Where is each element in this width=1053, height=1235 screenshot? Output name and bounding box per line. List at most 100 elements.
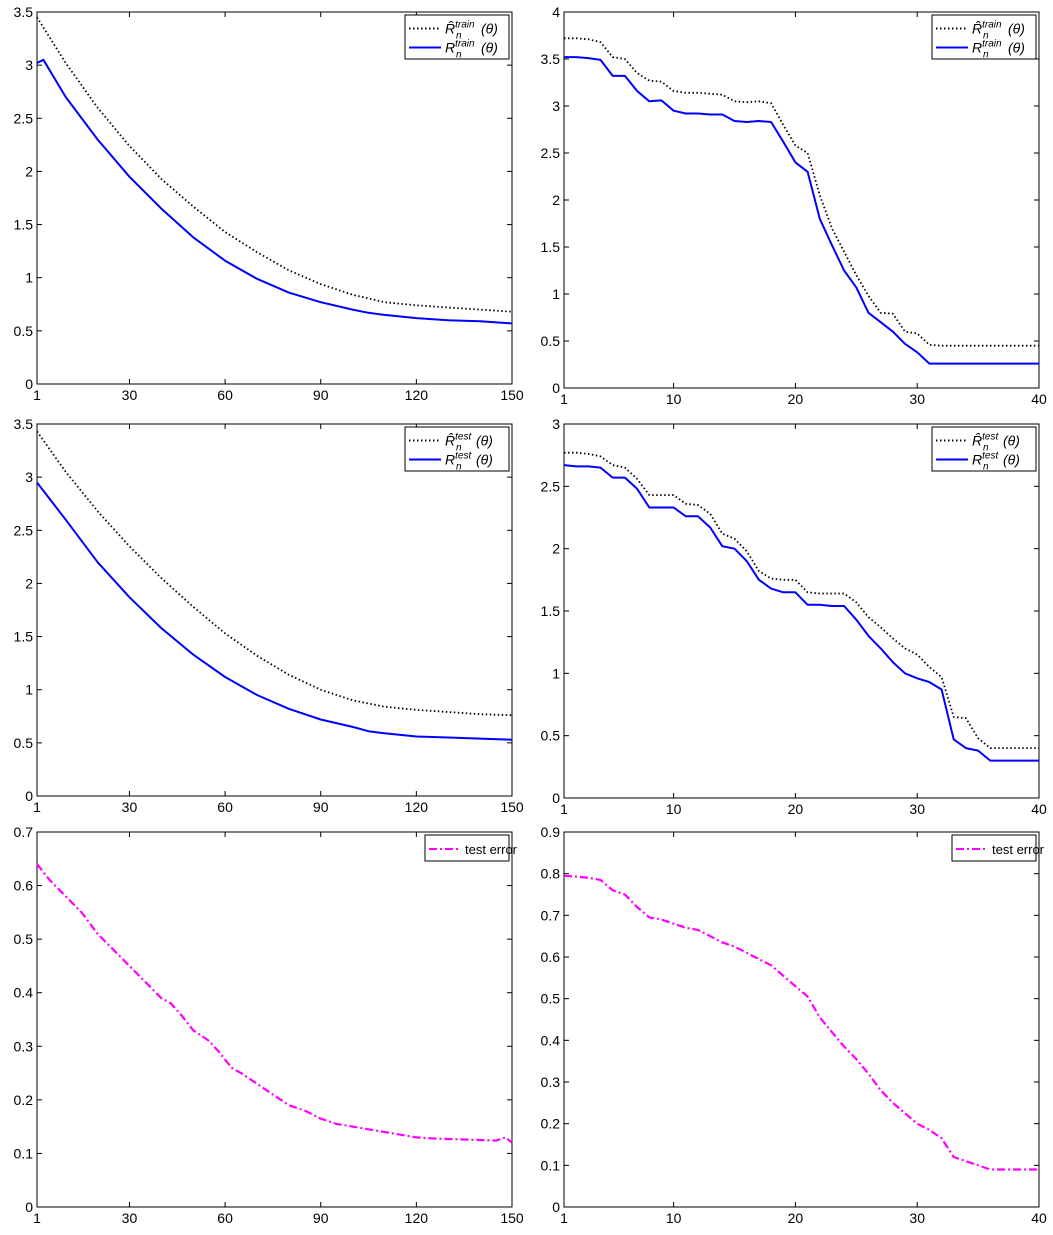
x-tick-label: 60	[217, 387, 233, 403]
x-tick-label: 40	[1031, 391, 1047, 407]
legend-box	[951, 834, 1037, 862]
y-tick-label: 0.1	[541, 1157, 561, 1173]
y-tick-label: 3	[25, 57, 33, 73]
series-line	[564, 56, 1039, 365]
x-tick-label: 10	[666, 1210, 682, 1226]
series-line	[36, 58, 513, 325]
y-tick-label: 1	[25, 270, 33, 286]
y-tick-label: 1	[552, 286, 560, 302]
legend-label: Rtest n (θ)	[445, 451, 493, 473]
y-tick-label: 2	[552, 541, 560, 557]
x-tick-label: 40	[1031, 1210, 1047, 1226]
x-tick-label: 1	[560, 391, 568, 407]
legend-label: R̂train n (θ)	[972, 20, 1025, 42]
y-tick-label: 0.5	[14, 735, 34, 751]
x-tick-label: 150	[500, 799, 524, 815]
chart-panel-middle-right: 1 10 20 30 40 0 0.5 1 1.5 2 2.5 3 R̂test n (θ)Rtest n (θ…	[541, 416, 1047, 817]
x-tick-label: 20	[788, 1210, 804, 1226]
x-tick-label: 30	[909, 391, 925, 407]
series-line	[564, 37, 1039, 347]
legend-label: R̂train n (θ)	[445, 20, 498, 42]
y-tick-label: 0	[25, 1199, 33, 1215]
plot-frame	[563, 423, 1040, 799]
x-tick-label: 1	[33, 1210, 41, 1226]
legend-label: Rtrain n (θ)	[972, 39, 1025, 61]
x-tick-label: 20	[788, 391, 804, 407]
chart-panel-top-left: 1 30 60 90 120 150 0 0.5 1 1.5 2 2.5 3 3.5 R̂train n (θ)…	[14, 4, 524, 403]
chart-panel-bottom-right: 1 10 20 30 40 0 0.1 0.2 0.3 0.4 0.5 0.6 0.7 0.8 0.9 tes…	[541, 824, 1047, 1226]
y-tick-label: 4	[552, 4, 560, 20]
legend-label: R̂test n (θ)	[972, 432, 1020, 454]
y-tick-label: 2.5	[14, 522, 34, 538]
series-line	[36, 863, 513, 1144]
x-tick-label: 120	[405, 1210, 429, 1226]
y-tick-label: 2.5	[14, 110, 34, 126]
legend-box	[931, 14, 1037, 60]
legend-box	[424, 834, 510, 862]
y-tick-label: 1	[552, 665, 560, 681]
x-tick-label: 30	[122, 387, 138, 403]
y-tick-label: 0.7	[541, 907, 561, 923]
x-tick-label: 90	[313, 1210, 329, 1226]
plot-frame	[36, 423, 513, 797]
y-tick-label: 1.5	[541, 239, 561, 255]
legend-box	[931, 426, 1037, 472]
y-tick-label: 2	[552, 192, 560, 208]
legend: R̂train n (θ)Rtrain n (θ)	[931, 14, 1037, 61]
legend-box	[404, 426, 510, 472]
y-tick-label: 0.3	[541, 1074, 561, 1090]
x-tick-label: 90	[313, 387, 329, 403]
y-tick-label: 1.5	[14, 217, 34, 233]
y-tick-label: 0.6	[14, 878, 34, 894]
x-tick-label: 60	[217, 1210, 233, 1226]
plot-frame	[36, 831, 513, 1208]
y-tick-label: 0.5	[14, 323, 34, 339]
y-tick-label: 3.5	[541, 51, 561, 67]
series-line	[563, 464, 1039, 762]
x-tick-label: 90	[313, 799, 329, 815]
plot-frame	[36, 11, 513, 385]
x-tick-label: 20	[788, 801, 804, 817]
x-tick-label: 1	[560, 801, 568, 817]
y-tick-label: 3.5	[14, 4, 34, 20]
y-tick-label: 0.4	[14, 985, 34, 1001]
x-tick-label: 30	[122, 799, 138, 815]
y-tick-label: 0.8	[541, 866, 561, 882]
y-tick-label: 2.5	[541, 478, 561, 494]
y-tick-label: 1.5	[14, 629, 34, 645]
y-tick-label: 3.5	[14, 416, 34, 432]
y-tick-label: 0.5	[541, 333, 561, 349]
x-tick-label: 120	[405, 799, 429, 815]
x-tick-label: 10	[666, 801, 682, 817]
legend-label: test error	[992, 842, 1045, 857]
legend-label: test error	[465, 842, 518, 857]
x-tick-label: 150	[500, 1210, 524, 1226]
y-tick-label: 0	[552, 1199, 560, 1215]
legend-box	[404, 14, 510, 60]
y-tick-label: 0.5	[541, 728, 561, 744]
y-tick-label: 2	[25, 163, 33, 179]
chart-panel-top-right: 1 10 20 30 40 0 0.5 1 1.5 2 2.5 3 3.5 4 R̂train n (θ)Rtr…	[541, 4, 1047, 407]
x-tick-label: 30	[909, 801, 925, 817]
chart-panel-bottom-left: 1 30 60 90 120 150 0 0.1 0.2 0.3 0.4 0.5 0.6 0.7 test …	[14, 824, 524, 1226]
series-line	[563, 874, 1039, 1171]
x-tick-label: 1	[560, 1210, 568, 1226]
legend: test error	[951, 834, 1045, 862]
legend-label: Rtrain n (θ)	[445, 39, 498, 61]
x-tick-label: 1	[33, 799, 41, 815]
y-tick-label: 0.5	[14, 931, 34, 947]
y-tick-label: 0	[552, 790, 560, 806]
legend: R̂test n (θ)Rtest n (θ)	[404, 426, 510, 473]
y-tick-label: 0	[552, 380, 560, 396]
x-tick-label: 10	[666, 391, 682, 407]
y-tick-label: 0.4	[541, 1032, 561, 1048]
y-tick-label: 0.3	[14, 1038, 34, 1054]
legend: R̂test n (θ)Rtest n (θ)	[931, 426, 1037, 473]
y-tick-label: 0.6	[541, 949, 561, 965]
y-tick-label: 3	[552, 98, 560, 114]
x-tick-label: 150	[500, 387, 524, 403]
y-tick-label: 3	[25, 469, 33, 485]
y-tick-label: 0	[25, 376, 33, 392]
series-line	[36, 481, 513, 741]
